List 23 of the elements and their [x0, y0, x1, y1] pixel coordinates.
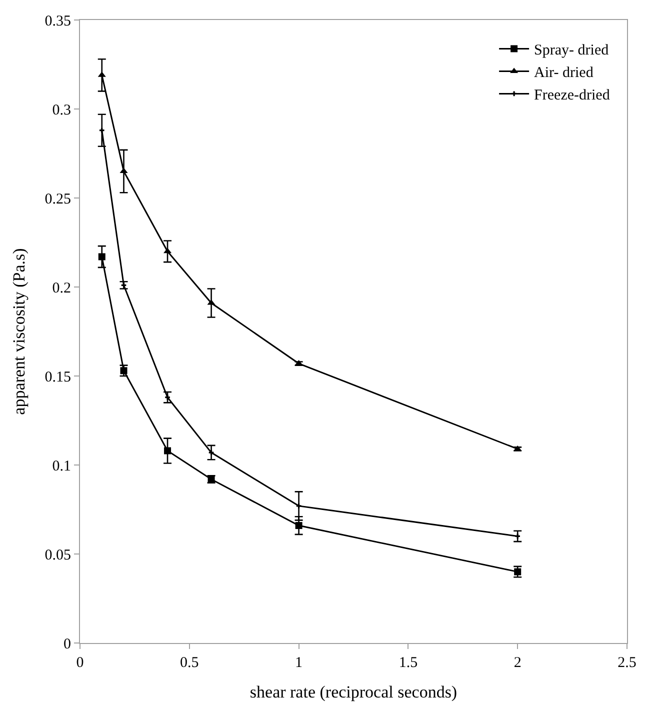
- x-tick-label: 1.5: [398, 655, 418, 671]
- x-axis-title: shear rate (reciprocal seconds): [250, 682, 458, 702]
- point: [120, 168, 128, 174]
- y-axis-title: apparent viscosity (Pa.s): [9, 248, 28, 415]
- point: [295, 522, 302, 530]
- y-tick-label: 0.2: [52, 280, 71, 296]
- x-tick-label: 0: [76, 655, 84, 671]
- y-tick-label: 0.3: [52, 102, 71, 118]
- y-tick-label: 0.05: [44, 547, 71, 564]
- x-tick-label: 2.5: [618, 655, 636, 671]
- x-tick-label: 0.5: [180, 655, 199, 671]
- y-tick-label: 0.35: [44, 13, 71, 30]
- legend-label: Spray- dried: [534, 42, 610, 59]
- y-tick-label: 0: [64, 636, 71, 652]
- point: [98, 253, 106, 260]
- point: [164, 447, 172, 454]
- y-tick-label: 0.1: [52, 458, 71, 474]
- legend-label: Freeze-dried: [534, 88, 610, 104]
- x-tick-label: 2: [514, 655, 522, 671]
- legend-label: Air- dried: [534, 65, 594, 82]
- y-tick-label: 0.15: [44, 369, 71, 386]
- x-tick-label: 1: [295, 655, 303, 671]
- y-tick-label: 0.25: [44, 191, 71, 208]
